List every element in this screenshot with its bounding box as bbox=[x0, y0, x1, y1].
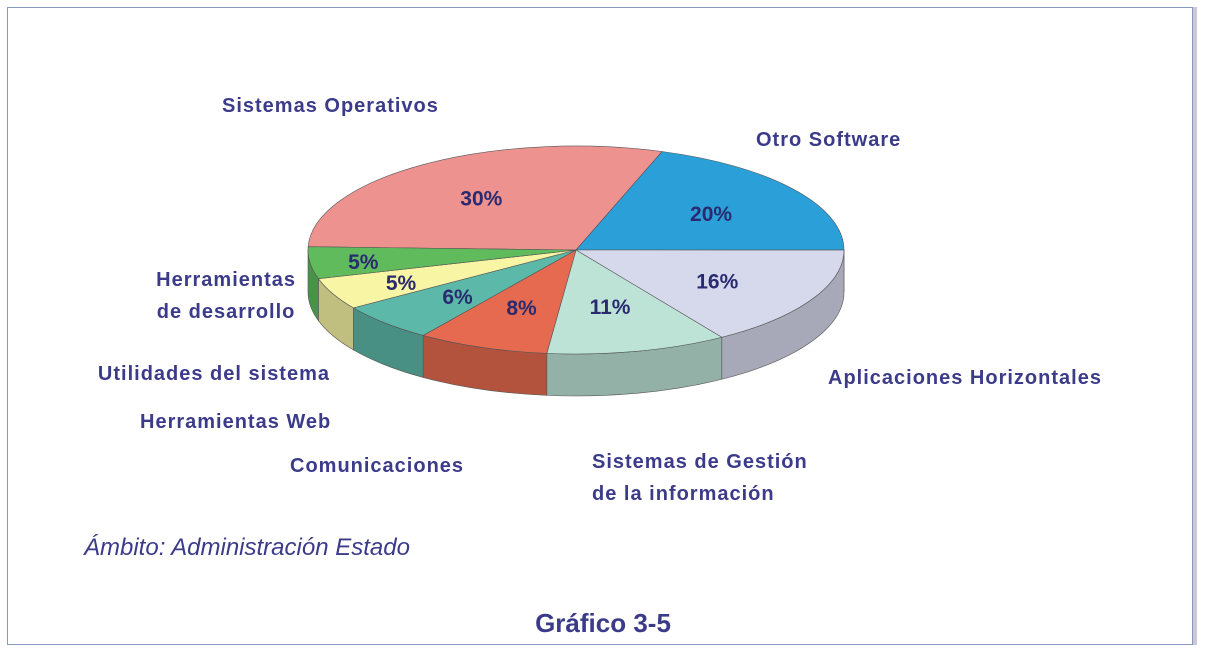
slice bbox=[574, 249, 845, 338]
slice bbox=[422, 249, 577, 354]
slice bbox=[307, 145, 663, 251]
subtitle: Ámbito: Administración Estado bbox=[84, 534, 410, 561]
data-label: 5% bbox=[348, 251, 379, 274]
data-label: 5% bbox=[386, 272, 417, 295]
category-label: Sistemas Operativos bbox=[222, 95, 439, 117]
category-label: Comunicaciones bbox=[290, 455, 465, 477]
slice bbox=[546, 249, 723, 355]
slice bbox=[575, 151, 845, 251]
data-label: 11% bbox=[590, 296, 631, 319]
slice bbox=[307, 246, 577, 280]
data-label: 8% bbox=[506, 297, 537, 320]
category-label: Otro Software bbox=[756, 129, 902, 151]
chart-title: Gráfico 3-5 bbox=[535, 608, 671, 638]
category-label: Utilidades del sistema bbox=[97, 363, 330, 385]
data-label: 16% bbox=[696, 270, 738, 293]
category-label: Sistemas de Gestión de la información bbox=[592, 451, 808, 505]
data-label: 30% bbox=[460, 188, 502, 211]
data-label: 6% bbox=[442, 286, 473, 309]
category-label: Herramientas Web bbox=[140, 411, 332, 433]
category-label: Aplicaciones Horizontales bbox=[828, 367, 1102, 389]
data-label: 20% bbox=[690, 203, 732, 226]
category-label: Herramientas de desarrollo bbox=[156, 269, 296, 323]
